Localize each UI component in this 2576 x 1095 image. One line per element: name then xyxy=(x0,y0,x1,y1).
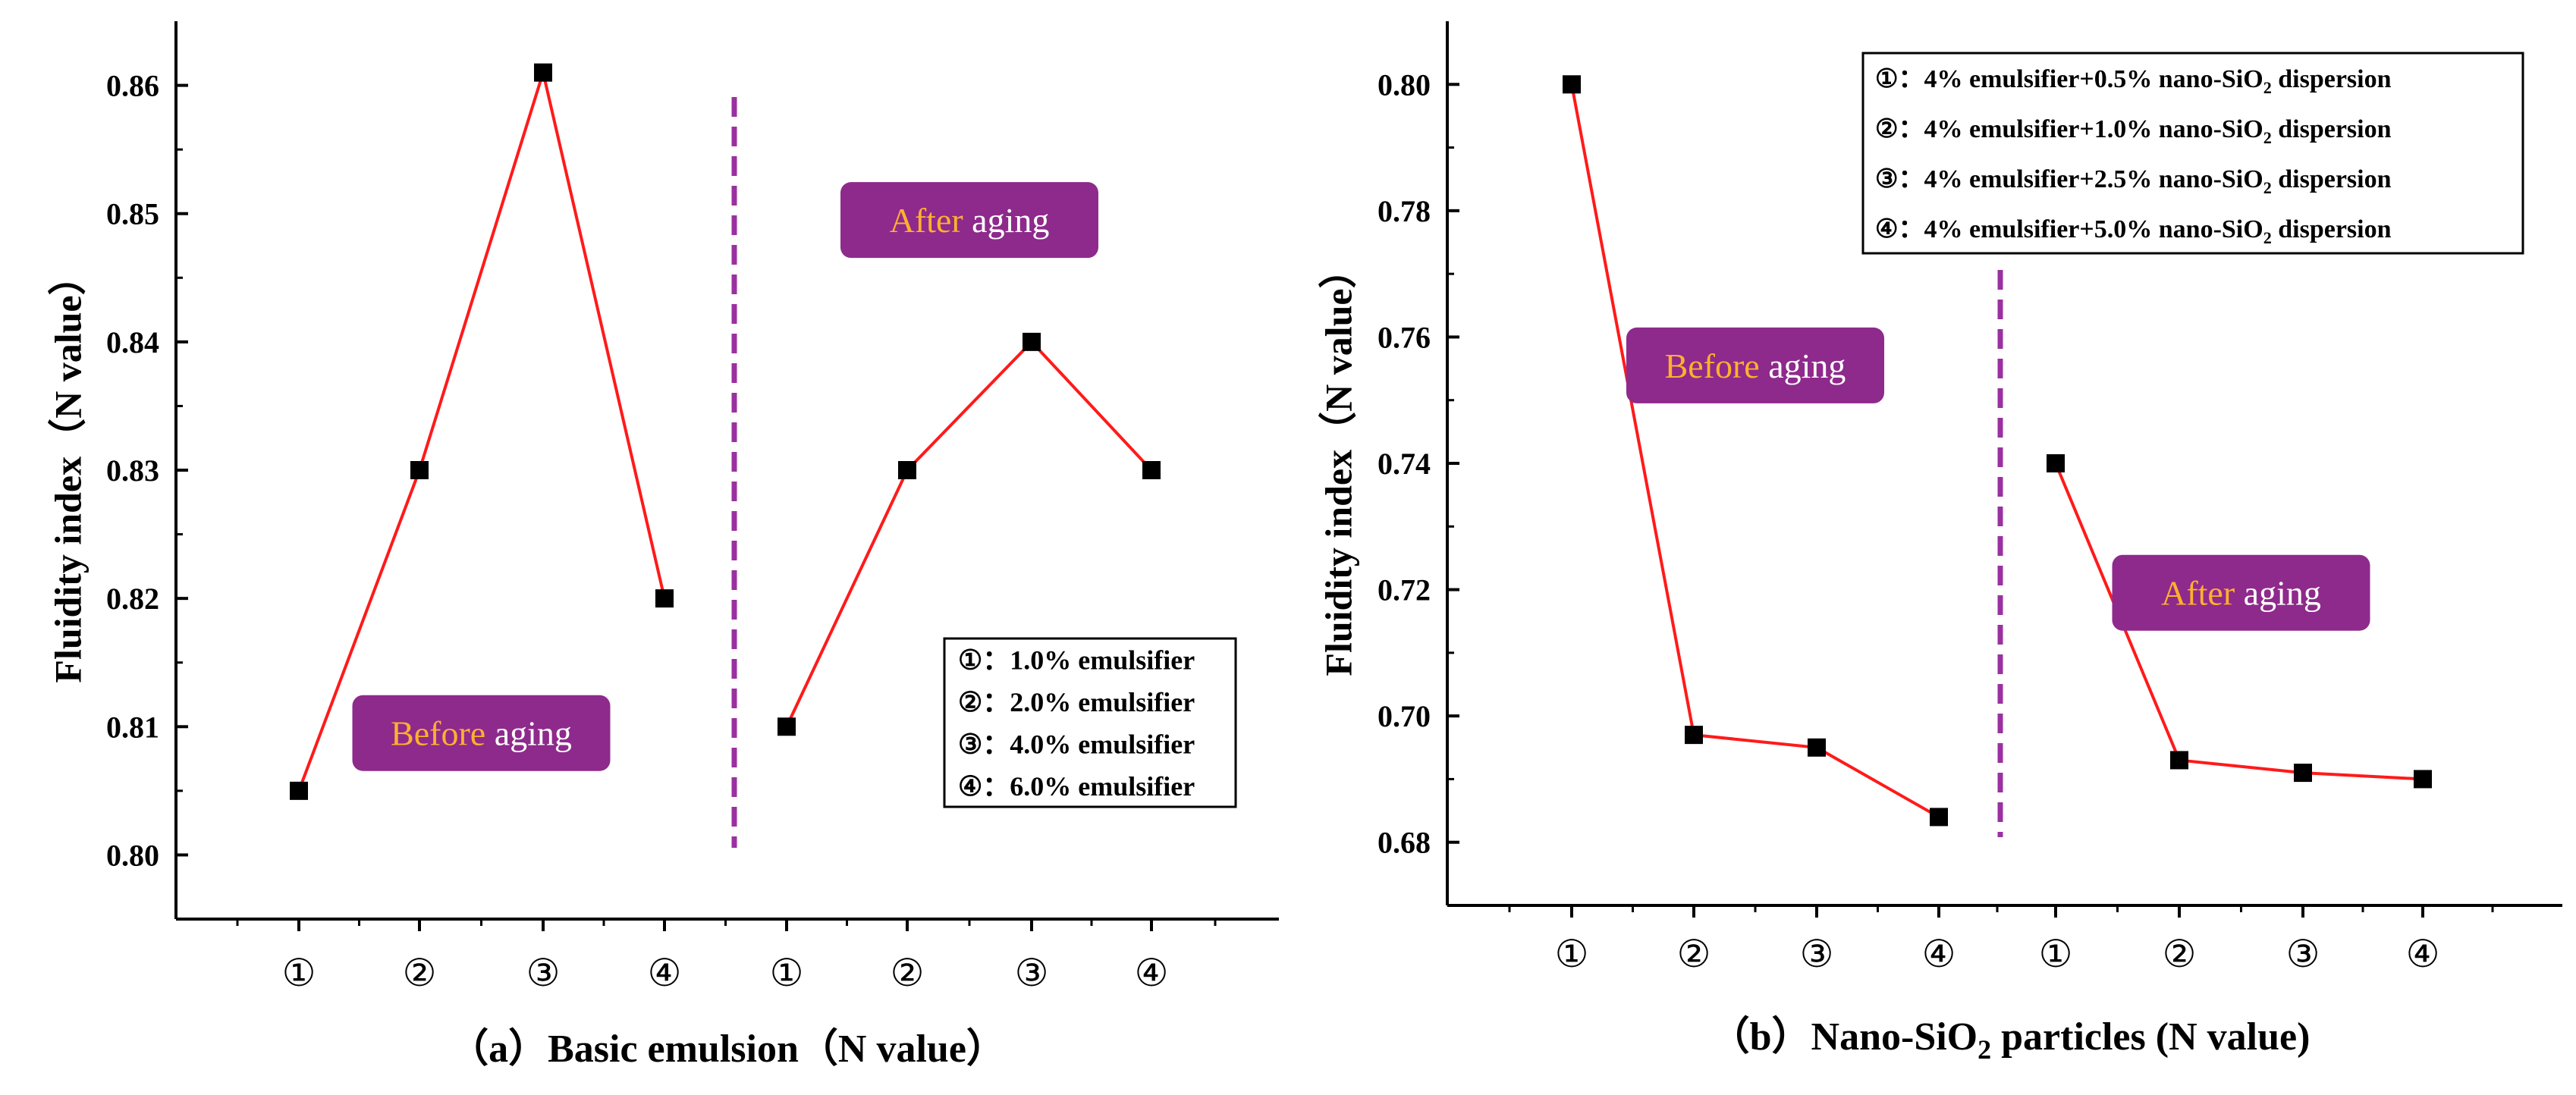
x-tick-label: ④ xyxy=(2406,933,2440,975)
series-line-after-aging xyxy=(785,339,1153,728)
y-tick-label: 0.80 xyxy=(106,838,159,872)
data-point xyxy=(290,781,308,800)
legend-entry: ②：4% emulsifier+1.0% nano-SiO2 dispersio… xyxy=(1875,115,2392,147)
x-tick-label: ① xyxy=(2039,933,2073,975)
legend-entry: ③：4% emulsifier+2.5% nano-SiO2 dispersio… xyxy=(1875,165,2392,197)
before-aging-label: Before aging xyxy=(1665,347,1846,385)
x-tick-label: ④ xyxy=(1922,933,1956,975)
y-tick-label: 0.76 xyxy=(1378,320,1431,354)
y-tick-label: 0.80 xyxy=(1378,67,1431,102)
legend-entry: ①：1.0% emulsifier xyxy=(958,645,1195,675)
series-line-before-aging xyxy=(1570,83,1940,819)
x-tick-label: ③ xyxy=(1800,933,1834,975)
legend-entry: ④：6.0% emulsifier xyxy=(958,771,1195,802)
x-tick-label: ② xyxy=(2163,933,2197,975)
data-point xyxy=(2294,764,2312,783)
aging-label-box xyxy=(1626,327,1884,403)
x-tick-label: ④ xyxy=(648,952,682,994)
x-tick-label: ① xyxy=(770,952,804,994)
data-point xyxy=(898,461,916,479)
legend-box xyxy=(1861,52,2524,255)
data-point xyxy=(2170,751,2188,770)
aging-label-box xyxy=(352,695,611,771)
data-point xyxy=(534,63,552,82)
data-point xyxy=(410,461,429,479)
aging-label-box xyxy=(840,182,1098,259)
legend-entry: ③：4.0% emulsifier xyxy=(958,729,1195,759)
panel-caption: （b）Nano-SiO2 particles (N value) xyxy=(1711,1015,2311,1065)
y-tick-label: 0.72 xyxy=(1378,573,1431,607)
x-tick-label: ③ xyxy=(1015,952,1049,994)
y-tick-label: 0.83 xyxy=(106,453,159,488)
before-aging-label: Before aging xyxy=(391,714,572,753)
after-aging-label: After aging xyxy=(890,201,1050,240)
legend-entry: ①：4% emulsifier+0.5% nano-SiO2 dispersio… xyxy=(1875,65,2392,97)
after-aging-label: After aging xyxy=(2161,574,2321,613)
y-tick-label: 0.86 xyxy=(106,69,159,103)
legend-entry: ④：4% emulsifier+5.0% nano-SiO2 dispersio… xyxy=(1875,215,2392,247)
data-point xyxy=(2047,454,2065,472)
y-tick-label: 0.68 xyxy=(1378,826,1431,860)
x-tick-label: ② xyxy=(1677,933,1711,975)
data-point xyxy=(1685,726,1703,745)
legend-entry: ②：2.0% emulsifier xyxy=(958,687,1195,717)
x-tick-label: ③ xyxy=(526,952,561,994)
y-tick-label: 0.81 xyxy=(106,710,159,744)
data-point xyxy=(1023,332,1041,351)
data-point xyxy=(1142,461,1161,479)
x-tick-label: ③ xyxy=(2286,933,2320,975)
y-tick-label: 0.78 xyxy=(1378,194,1431,228)
y-tick-label: 0.82 xyxy=(106,582,159,616)
data-point xyxy=(1808,738,1826,757)
series-line-before-aging xyxy=(297,67,666,792)
data-point xyxy=(1563,75,1581,94)
legend-box xyxy=(943,637,1237,808)
x-tick-label: ① xyxy=(1555,933,1589,975)
data-point xyxy=(655,589,674,608)
y-tick-label: 0.74 xyxy=(1378,447,1431,481)
chart-a: 0.80 0.81 0.82 0.83 0.84 0.85 0.86 ① ② ③ ④ ① ② ③ ④ Flui… xyxy=(46,21,1279,1071)
y-tick-label: 0.84 xyxy=(106,325,159,359)
panel-caption: （a）Basic emulsion（N value） xyxy=(449,1027,1006,1071)
x-tick-label: ① xyxy=(282,952,316,994)
y-tick-label: 0.85 xyxy=(106,197,159,231)
x-tick-label: ② xyxy=(891,952,925,994)
data-point xyxy=(778,717,796,736)
x-tick-label: ② xyxy=(403,952,437,994)
x-tick-label: ④ xyxy=(1135,952,1169,994)
chart-b: 0.68 0.70 0.72 0.74 0.76 0.78 0.80 ① ② ③ ④ ① ② ③ ④ Flui… xyxy=(1317,21,2562,1065)
y-tick-label: 0.70 xyxy=(1378,699,1431,733)
aging-label-box xyxy=(2112,554,2370,631)
data-point xyxy=(2414,770,2432,789)
y-axis-title: Fluidity index（N value） xyxy=(46,257,89,682)
data-point xyxy=(1930,808,1948,827)
y-axis-title: Fluidity index（N value） xyxy=(1317,250,1359,676)
